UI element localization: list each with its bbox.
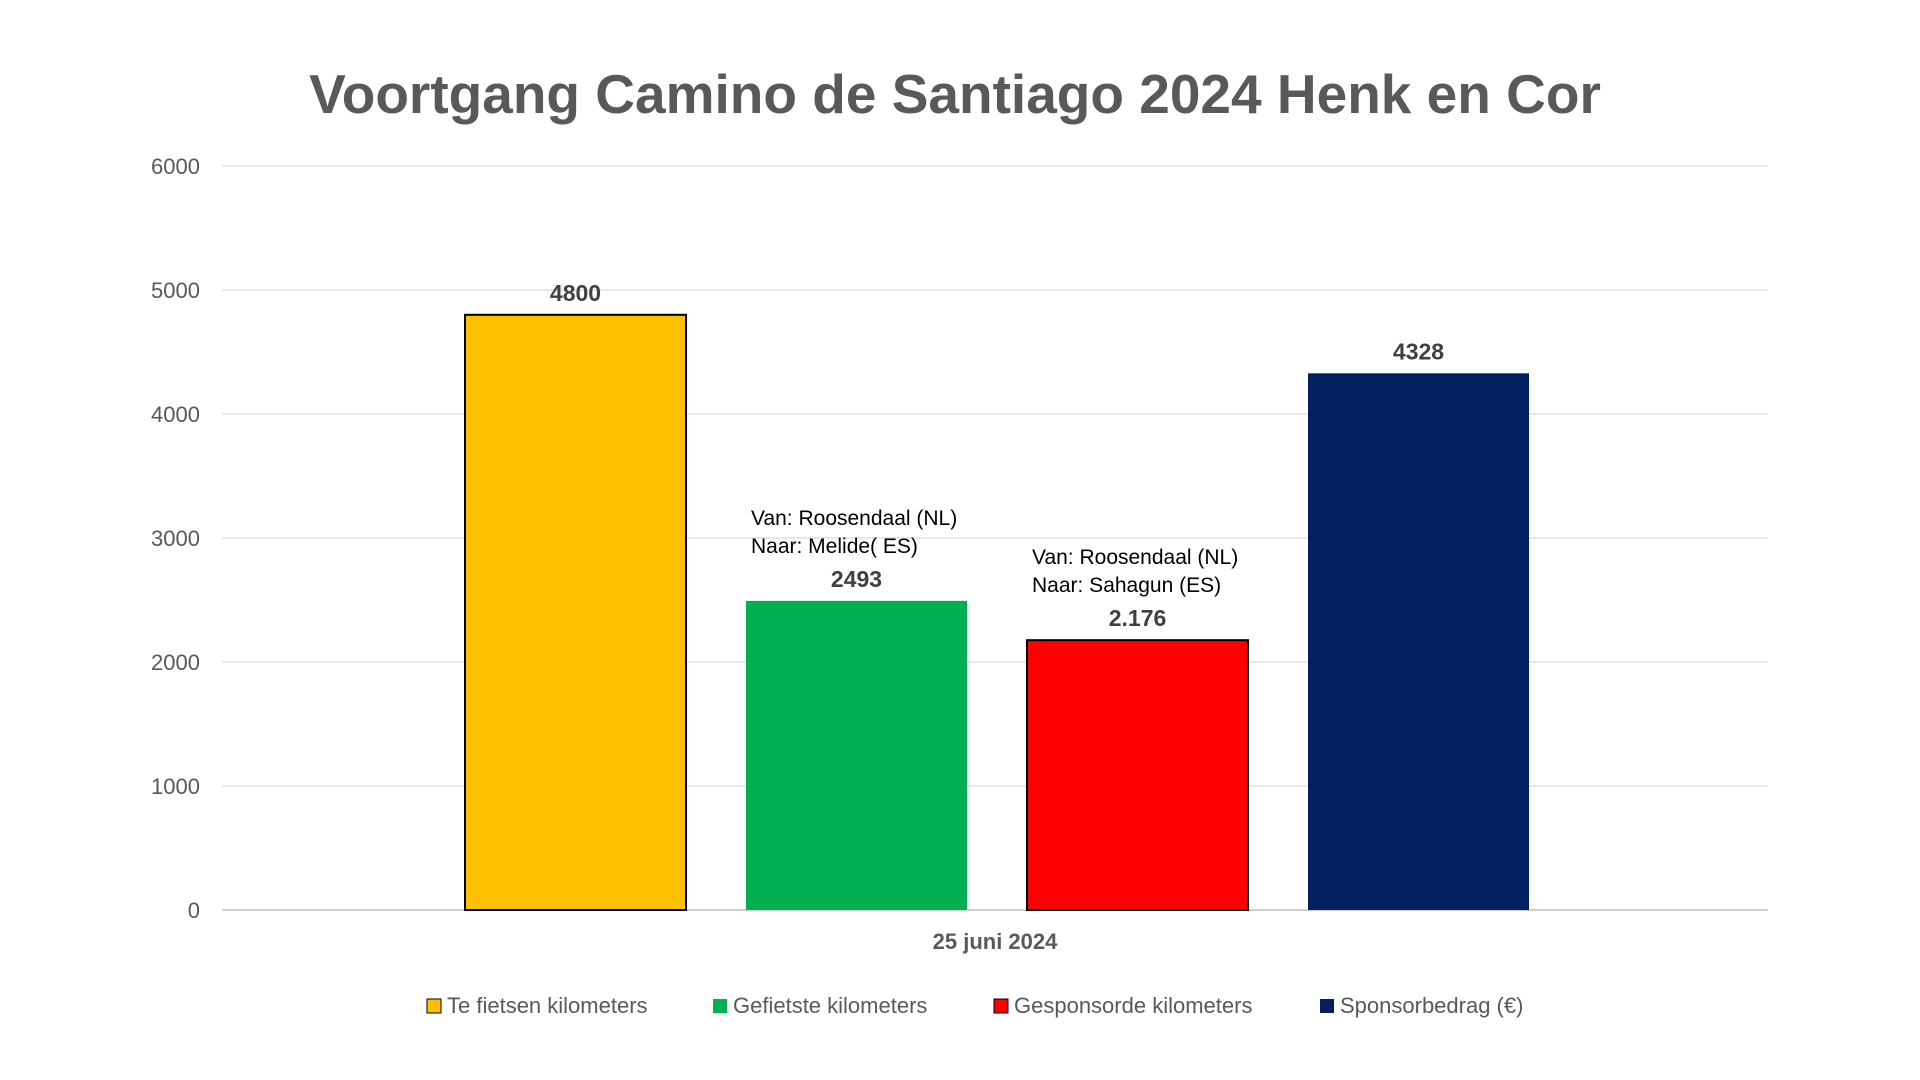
bar-4 [1308, 373, 1529, 910]
legend-label: Gesponsorde kilometers [1014, 993, 1252, 1018]
route-annotation: Van: Roosendaal (NL) [1032, 546, 1238, 569]
y-tick-label: 6000 [151, 154, 200, 179]
x-axis-categories: 25 juni 2024 [933, 929, 1059, 954]
route-annotation: Naar: Sahagun (ES) [1032, 574, 1221, 597]
x-category-label: 25 juni 2024 [933, 929, 1059, 954]
legend-label: Gefietste kilometers [733, 993, 927, 1018]
legend-swatch [993, 998, 1009, 1014]
legend-swatch [426, 998, 442, 1014]
y-tick-label: 1000 [151, 774, 200, 799]
y-tick-label: 3000 [151, 526, 200, 551]
gridlines [222, 165, 1768, 911]
chart-title: Voortgang Camino de Santiago 2024 Henk e… [309, 63, 1601, 125]
y-tick-label: 2000 [151, 650, 200, 675]
y-tick-label: 0 [188, 898, 200, 923]
bar-2 [746, 600, 967, 910]
bar-3 [1026, 639, 1249, 912]
y-axis-ticks: 0 1000 2000 3000 4000 5000 6000 [151, 154, 200, 923]
route-annotation: Van: Roosendaal (NL) [751, 507, 957, 530]
legend-swatch [713, 999, 727, 1013]
route-annotation: Naar: Melide( ES) [751, 535, 918, 558]
data-label: 4328 [1393, 338, 1444, 364]
data-label: 2493 [831, 566, 882, 592]
y-tick-label: 5000 [151, 278, 200, 303]
legend-label: Sponsorbedrag (€) [1340, 993, 1523, 1018]
bars [464, 313, 1529, 912]
legend-swatch [1320, 999, 1334, 1013]
y-tick-label: 4000 [151, 402, 200, 427]
data-label: 4800 [550, 280, 601, 306]
legend: Te fietsen kilometers Gefietste kilometer… [426, 993, 1523, 1018]
bar-1 [464, 313, 687, 911]
data-label: 2.176 [1109, 605, 1167, 631]
data-labels: 4800 2493 Van: Roosendaal (NL) Naar: Melide… [550, 280, 1444, 631]
legend-label: Te fietsen kilometers [447, 993, 648, 1018]
